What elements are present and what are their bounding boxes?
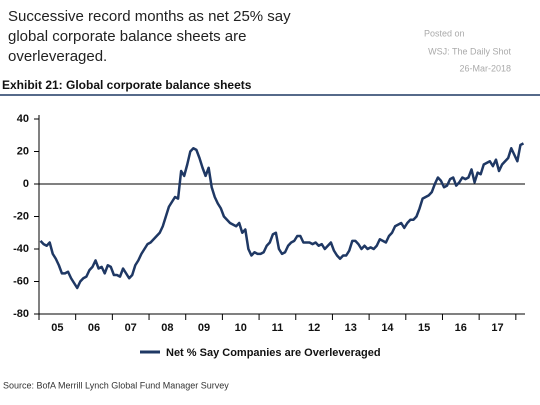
source: Source: BofA Merrill Lynch Global Fund M… (3, 380, 229, 390)
chart-title: Exhibit 21: Global corporate balance she… (2, 78, 252, 92)
x-tick-label: 16 (455, 322, 467, 334)
y-tick-label: 0 (23, 178, 29, 190)
posted-note: WSJ: The Daily Shot (428, 46, 511, 56)
x-tick-label: 08 (161, 322, 173, 334)
x-tick-label: 09 (198, 322, 210, 334)
y-tick-label: -80 (13, 308, 29, 320)
x-tick-label: 06 (88, 322, 100, 334)
x-tick-label: 10 (235, 322, 247, 334)
x-tick-label: 11 (272, 322, 284, 334)
posted-note: Posted on (424, 28, 465, 38)
posted-note: 26-Mar-2018 (459, 63, 511, 73)
x-tick-label: 07 (125, 322, 137, 334)
y-tick-label: 20 (17, 145, 29, 157)
x-tick-label: 12 (308, 322, 320, 334)
x-tick-label: 15 (418, 322, 430, 334)
x-tick-label: 14 (381, 322, 394, 334)
x-tick-label: 05 (51, 322, 63, 334)
x-tick-label: 17 (491, 322, 503, 334)
headline: overleveraged. (8, 48, 107, 65)
y-tick-label: -20 (13, 210, 29, 222)
legend-label: Net % Say Companies are Overleveraged (166, 347, 381, 359)
data-line (39, 142, 525, 290)
headline: global corporate balance sheets are (8, 28, 247, 45)
x-tick-label: 13 (345, 322, 357, 334)
y-tick-label: -60 (13, 275, 29, 287)
y-tick-label: -40 (13, 243, 29, 255)
headline: Successive record months as net 25% say (8, 8, 291, 25)
y-tick-label: 40 (17, 113, 29, 125)
